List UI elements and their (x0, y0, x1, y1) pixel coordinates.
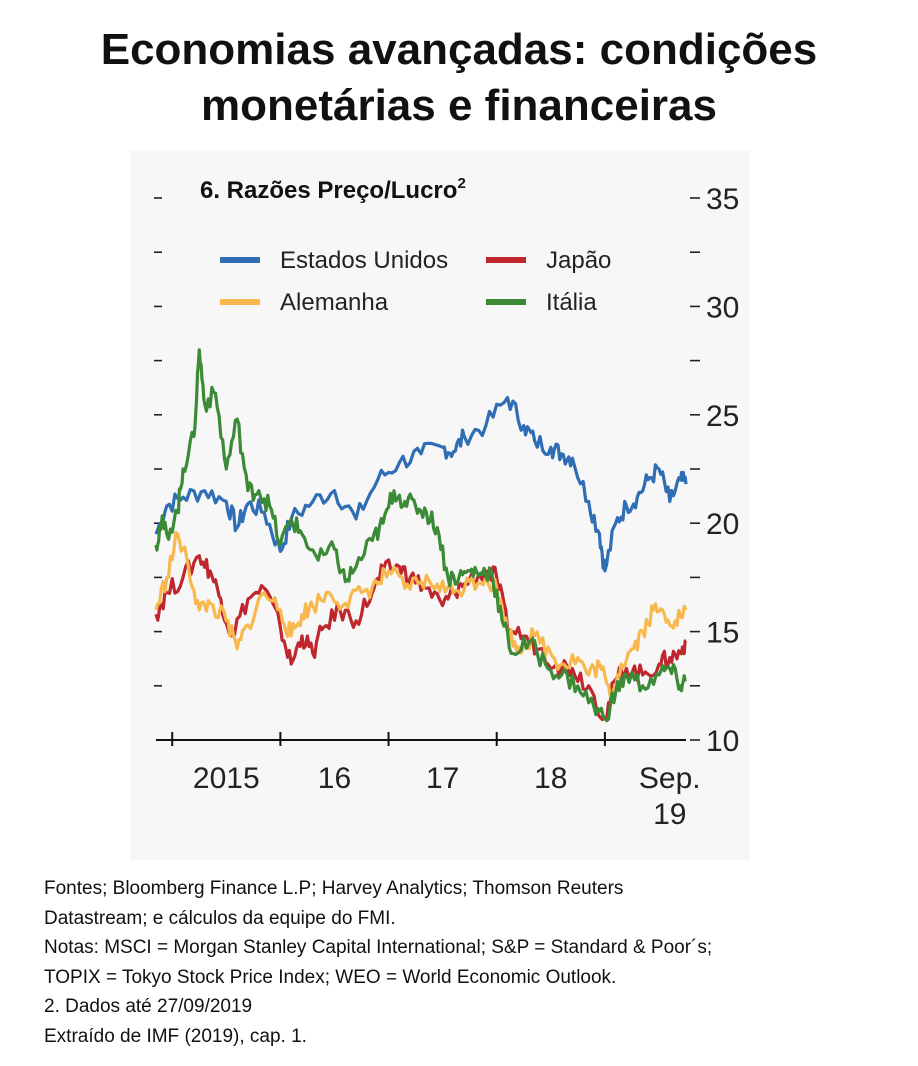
x-tick-label: 17 (426, 762, 459, 795)
y-tick-label: 35 (706, 183, 739, 216)
series-line-1 (154, 395, 688, 573)
note-line-5: 2. Dados até 27/09/2019 (44, 996, 253, 1017)
x-tick-label: 2015 (193, 762, 260, 795)
note-line-3: Notas: MSCI = Morgan Stanley Capital Int… (44, 937, 713, 958)
legend-label: Estados Unidos (280, 247, 448, 274)
x-tick-label: 18 (534, 762, 567, 795)
source-notes: Fontes; Bloomberg Finance L.P; Harvey An… (44, 874, 884, 1051)
note-line-2: Datastream; e cálculos da equipe do FMI. (44, 907, 396, 929)
axes-layer: 2015 16 17 18 Sep.19 10 15 20 25 30 35 (154, 183, 739, 831)
title-line-2: monetárias e financeiras (200, 81, 717, 130)
pe-ratio-chart: 6. Razões Preço/Lucro2 2015 16 17 18 Sep.191… (154, 175, 739, 831)
series-line-4 (154, 348, 687, 723)
note-line-1: Fontes; Bloomberg Finance L.P; Harvey An… (44, 878, 624, 899)
series-layer (154, 348, 688, 723)
y-tick-label: 15 (706, 617, 739, 650)
chart-title-superscript: 2 (457, 175, 465, 192)
chart-title-text: 6. Razões Preço/Lucro (200, 177, 457, 204)
legend-label: Japão (546, 247, 611, 274)
x-tick-label: 16 (318, 762, 351, 795)
y-tick-label: 25 (706, 400, 739, 433)
x-tick-label: 19 (653, 798, 686, 831)
note-line-6: Extraído de IMF (2019), cap. 1. (44, 1025, 307, 1047)
y-tick-label: 20 (706, 508, 739, 541)
chart-panel: 6. Razões Preço/Lucro2 2015 16 17 18 Sep. 19 1… (130, 150, 750, 860)
legend-label: Itália (546, 289, 597, 316)
note-line-4: TOPIX = Tokyo Stock Price Index; WEO = W… (44, 966, 617, 988)
x-tick-label: Sep. (639, 762, 701, 795)
y-tick-label: 10 (706, 725, 739, 758)
y-tick-label: 30 (706, 291, 739, 324)
legend: Estados Unidos Japão Alemanha Itália (220, 247, 611, 316)
page-title: Economias avançadas: condições monetária… (0, 22, 918, 134)
legend-label: Alemanha (280, 289, 389, 316)
title-line-1: Economias avançadas: condições (100, 25, 818, 74)
chart-title: 6. Razões Preço/Lucro2 (200, 175, 466, 204)
